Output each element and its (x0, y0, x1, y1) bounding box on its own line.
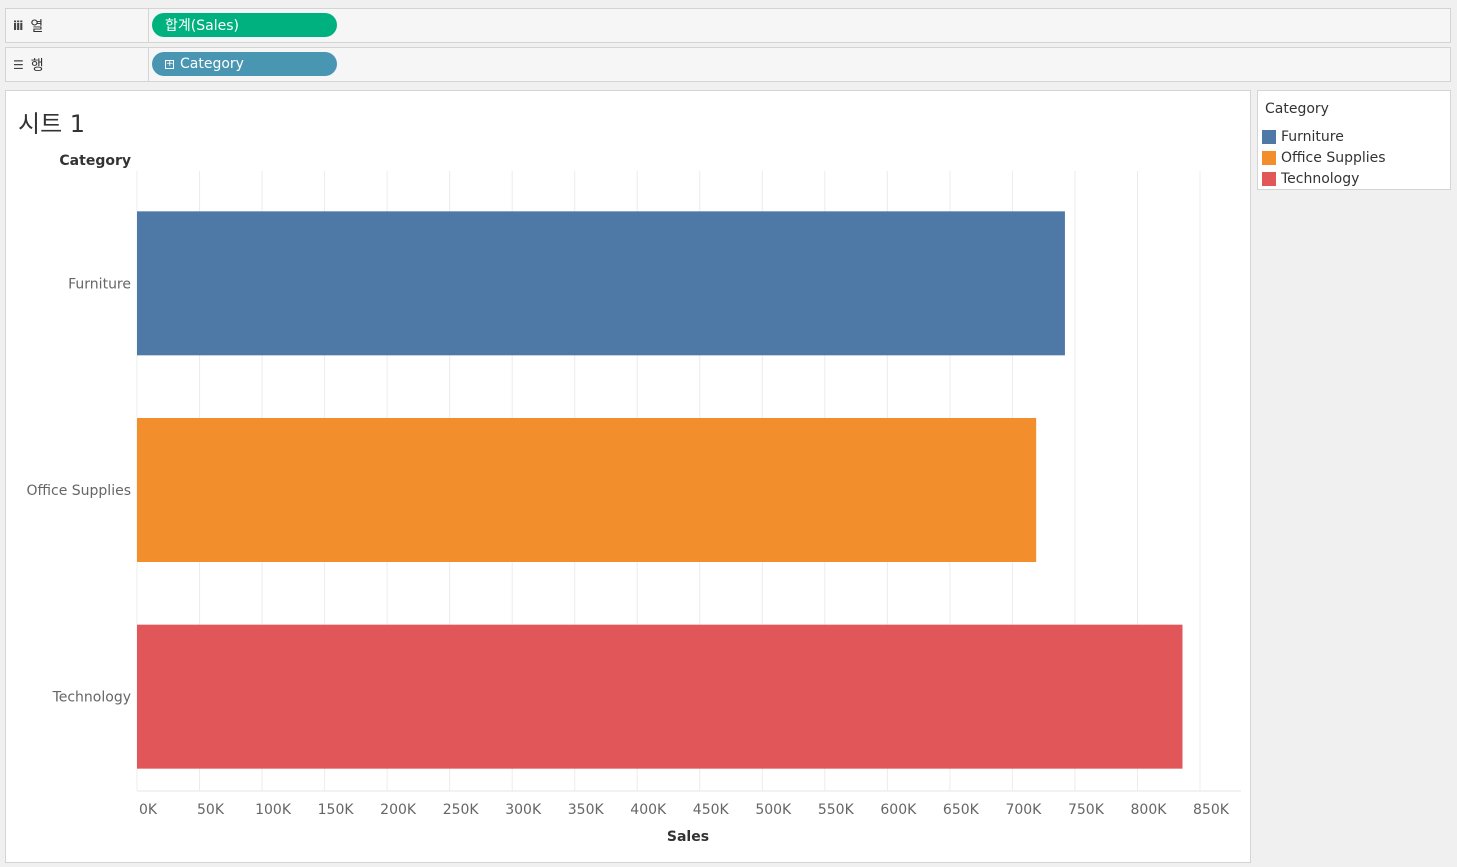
legend-swatch (1262, 151, 1276, 165)
legend-title: Category (1265, 101, 1329, 117)
legend-item-technology[interactable]: Technology (1262, 170, 1359, 188)
category-labels: Furniture Office Supplies Technology (26, 276, 131, 705)
expand-icon[interactable]: + (165, 58, 174, 69)
sheet-title: 시트 1 (18, 110, 86, 138)
x-tick-label: 50K (197, 802, 225, 818)
x-tick-label: 550K (818, 802, 855, 818)
legend-item-label: Furniture (1281, 129, 1344, 145)
rows-label: 행 (30, 57, 44, 74)
legend-item-label: Office Supplies (1281, 150, 1386, 166)
category-label: Office Supplies (26, 483, 131, 499)
x-tick-label: 850K (1193, 802, 1230, 818)
x-tick-label: 600K (880, 802, 917, 818)
list-icon: ☰ (13, 57, 24, 72)
bar-furniture[interactable] (137, 211, 1065, 356)
x-tick-label: 450K (693, 802, 730, 818)
category-legend: Category Furniture Office Supplies Techn… (1257, 90, 1451, 190)
x-tick-label: 650K (943, 802, 980, 818)
x-tick-label: 700K (1005, 802, 1042, 818)
x-tick-label: 800K (1131, 802, 1168, 818)
row-header-label: Category (59, 153, 131, 169)
x-tick-label: 300K (505, 802, 542, 818)
x-tick-label: 250K (443, 802, 480, 818)
legend-item-office-supplies[interactable]: Office Supplies (1262, 149, 1386, 167)
category-dimension-pill[interactable]: + Category (152, 52, 337, 76)
chart-bars (137, 211, 1183, 769)
sales-measure-pill[interactable]: 합계(Sales) (152, 13, 337, 37)
columns-label: 열 (30, 18, 44, 35)
bar-office-supplies[interactable] (137, 418, 1037, 562)
x-tick-label: 400K (630, 802, 667, 818)
x-tick-label: 750K (1068, 802, 1105, 818)
legend-item-furniture[interactable]: Furniture (1262, 128, 1344, 146)
columns-shelf-label: iii 열 (6, 9, 149, 42)
x-tick-label: 0K (139, 802, 158, 818)
category-pill-label: Category (180, 56, 244, 72)
x-tick-label: 150K (318, 802, 355, 818)
x-tick-label: 100K (255, 802, 292, 818)
x-axis-ticks: 0K 50K 100K 150K 200K 250K 300K 350K 400K 450K 500… (139, 802, 1230, 818)
x-axis-title: Sales (667, 829, 709, 845)
rows-shelf: ☰ 행 + Category (5, 47, 1451, 82)
sales-pill-label: 합계(Sales) (165, 18, 239, 34)
legend-swatch (1262, 172, 1276, 186)
x-tick-label: 500K (755, 802, 792, 818)
bar-chart: Furniture Office Supplies Technology 0K 50K… (26, 153, 1241, 845)
worksheet: 시트 1 Furniture Office Supplies Technology … (5, 90, 1251, 863)
columns-shelf: iii 열 합계(Sales) (5, 8, 1451, 43)
bars-icon: iii (13, 18, 23, 33)
legend-item-label: Technology (1281, 171, 1360, 187)
bar-technology[interactable] (137, 624, 1183, 769)
x-tick-label: 200K (380, 802, 417, 818)
category-label: Furniture (68, 276, 131, 292)
legend-swatch (1262, 130, 1276, 144)
x-tick-label: 350K (568, 802, 605, 818)
category-label: Technology (52, 690, 131, 706)
rows-shelf-label: ☰ 행 (6, 48, 149, 81)
